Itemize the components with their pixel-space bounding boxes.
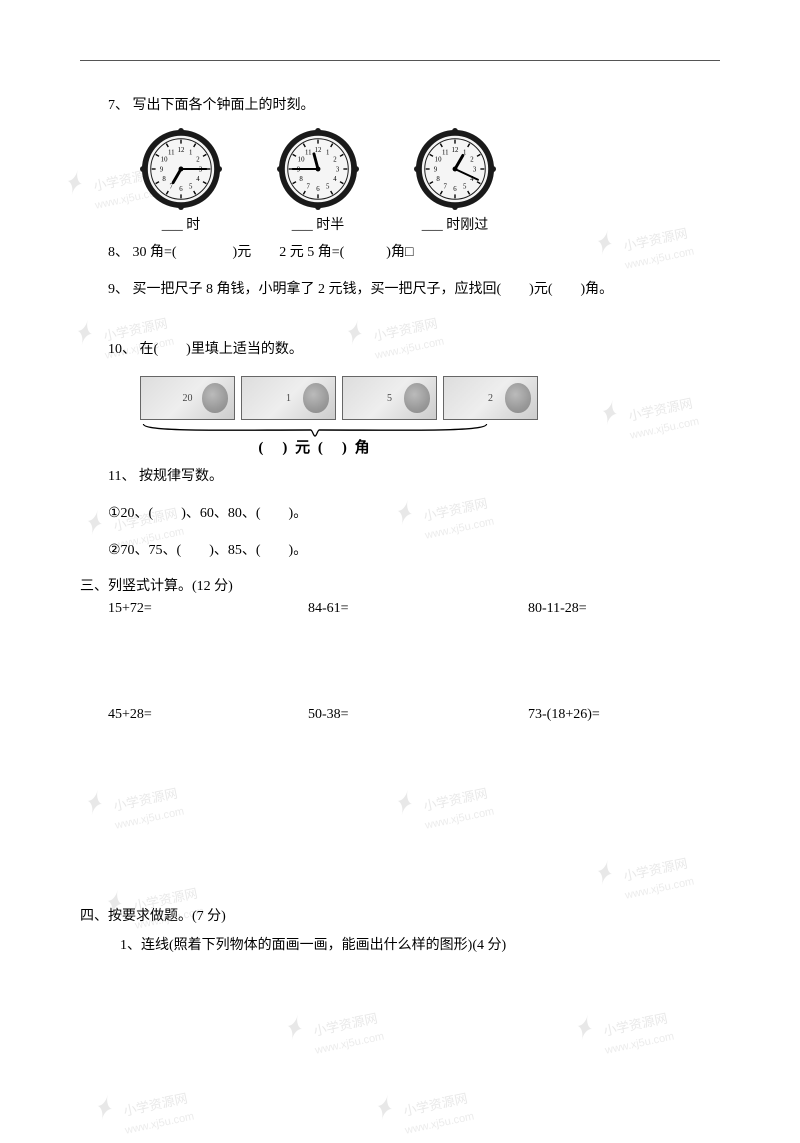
- calc-row-2: 45+28= 50-38= 73-(18+26)=: [80, 707, 720, 723]
- clock-3-label: ___ 时刚过: [422, 214, 489, 234]
- clock-1-label: ___ 时: [162, 214, 201, 234]
- svg-text:12: 12: [452, 147, 459, 154]
- section4-title: 四、按要求做题。(7 分): [80, 905, 720, 925]
- banknote-label: 5: [387, 393, 392, 404]
- svg-text:2: 2: [196, 156, 200, 163]
- brace-row: ( ) 元 ( ) 角: [80, 422, 490, 452]
- svg-text:9: 9: [434, 166, 438, 173]
- svg-text:5: 5: [463, 183, 467, 190]
- q7-prompt: 7、 写出下面各个钟面上的时刻。: [80, 91, 720, 122]
- svg-text:11: 11: [442, 149, 449, 156]
- banknote-5jiao: 5: [342, 376, 437, 420]
- calc-1a: 15+72=: [108, 601, 308, 617]
- svg-text:10: 10: [161, 156, 168, 163]
- section3-title: 三、列竖式计算。(12 分): [80, 575, 720, 595]
- clocks-row: 121234567891011 ___ 时 121234567891011 __…: [80, 128, 720, 234]
- clock-icon: 121234567891011: [414, 128, 496, 210]
- blank: ___: [422, 218, 447, 233]
- calc-2c: 73-(18+26)=: [528, 707, 720, 723]
- label-text: 时半: [316, 218, 344, 233]
- svg-text:4: 4: [333, 176, 337, 183]
- q11-line2: ②70、75、( )、85、( )。: [80, 536, 720, 567]
- svg-text:1: 1: [326, 149, 329, 156]
- clock-icon: 121234567891011: [277, 128, 359, 210]
- calc-2b: 50-38=: [308, 707, 528, 723]
- svg-text:2: 2: [333, 156, 337, 163]
- q11-prompt: 11、 按规律写数。: [80, 462, 720, 493]
- clock-3: 121234567891011 ___ 时刚过: [414, 128, 496, 234]
- clock-1: 121234567891011 ___ 时: [140, 128, 222, 234]
- calc-1c: 80-11-28=: [528, 601, 720, 617]
- svg-text:5: 5: [326, 183, 330, 190]
- calc-2a: 45+28=: [108, 707, 308, 723]
- svg-text:3: 3: [336, 166, 340, 173]
- money-row: 20 1 5 2: [80, 376, 720, 420]
- q9-text: 9、 买一把尺子 8 角钱，小明拿了 2 元钱，买一把尺子，应找回( )元( )…: [80, 275, 720, 306]
- brace-caption: ( ) 元 ( ) 角: [140, 436, 490, 457]
- watermark-icon: ✦小学资源网www.xj5u.com: [86, 1059, 253, 1143]
- svg-text:7: 7: [170, 183, 174, 190]
- svg-text:10: 10: [298, 156, 305, 163]
- svg-text:3: 3: [473, 166, 477, 173]
- banknote-label: 1: [286, 393, 291, 404]
- svg-text:12: 12: [178, 147, 185, 154]
- banknote-2jiao: 2: [443, 376, 538, 420]
- svg-text:12: 12: [315, 147, 322, 154]
- svg-text:4: 4: [196, 176, 200, 183]
- svg-text:8: 8: [162, 176, 166, 183]
- svg-text:6: 6: [453, 186, 457, 193]
- blank: ___: [292, 218, 317, 233]
- svg-text:2: 2: [470, 156, 474, 163]
- top-rule: [80, 60, 720, 61]
- blank: ___: [162, 218, 187, 233]
- svg-text:1: 1: [189, 149, 192, 156]
- svg-text:5: 5: [189, 183, 193, 190]
- svg-text:6: 6: [316, 186, 320, 193]
- watermark-icon: ✦小学资源网www.xj5u.com: [366, 1059, 533, 1143]
- svg-text:6: 6: [179, 186, 183, 193]
- q10-prompt: 10、 在( )里填上适当的数。: [80, 335, 720, 366]
- banknote-1: 1: [241, 376, 336, 420]
- svg-text:11: 11: [168, 149, 175, 156]
- svg-text:9: 9: [160, 166, 164, 173]
- clock-2-label: ___ 时半: [292, 214, 345, 234]
- svg-text:7: 7: [444, 183, 448, 190]
- svg-text:8: 8: [299, 176, 303, 183]
- svg-text:7: 7: [307, 183, 311, 190]
- svg-text:11: 11: [305, 149, 312, 156]
- banknote-20: 20: [140, 376, 235, 420]
- section4-sub1: 1、连线(照着下列物体的面画一画，能画出什么样的图形)(4 分): [80, 931, 720, 962]
- clock-icon: 121234567891011: [140, 128, 222, 210]
- banknote-label: 2: [488, 393, 493, 404]
- label-text: 时刚过: [446, 218, 488, 233]
- banknote-label: 20: [183, 393, 193, 404]
- calc-1b: 84-61=: [308, 601, 528, 617]
- q8-text: 8、 30 角=( )元 2 元 5 角=( )角□: [80, 238, 720, 269]
- label-text: 时: [186, 218, 200, 233]
- q11-line1: ①20、( )、60、80、( )。: [80, 499, 720, 530]
- calc-row-1: 15+72= 84-61= 80-11-28=: [80, 601, 720, 617]
- clock-2: 121234567891011 ___ 时半: [277, 128, 359, 234]
- svg-text:8: 8: [436, 176, 440, 183]
- svg-text:10: 10: [435, 156, 442, 163]
